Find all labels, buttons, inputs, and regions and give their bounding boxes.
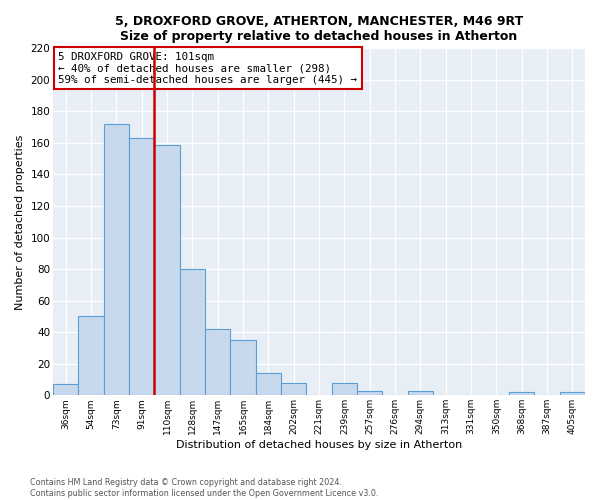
Bar <box>281 382 307 396</box>
Bar <box>205 329 230 396</box>
Bar <box>104 124 129 396</box>
Bar <box>79 316 104 396</box>
Text: 5 DROXFORD GROVE: 101sqm
← 40% of detached houses are smaller (298)
59% of semi-: 5 DROXFORD GROVE: 101sqm ← 40% of detach… <box>58 52 358 85</box>
Bar <box>407 390 433 396</box>
Bar <box>180 269 205 396</box>
Y-axis label: Number of detached properties: Number of detached properties <box>15 134 25 310</box>
X-axis label: Distribution of detached houses by size in Atherton: Distribution of detached houses by size … <box>176 440 462 450</box>
Bar <box>560 392 585 396</box>
Title: 5, DROXFORD GROVE, ATHERTON, MANCHESTER, M46 9RT
Size of property relative to de: 5, DROXFORD GROVE, ATHERTON, MANCHESTER,… <box>115 15 523 43</box>
Bar <box>154 144 180 396</box>
Bar <box>509 392 535 396</box>
Bar <box>230 340 256 396</box>
Bar <box>256 373 281 396</box>
Text: Contains HM Land Registry data © Crown copyright and database right 2024.
Contai: Contains HM Land Registry data © Crown c… <box>30 478 379 498</box>
Bar <box>53 384 79 396</box>
Bar <box>357 390 382 396</box>
Bar <box>332 382 357 396</box>
Bar <box>129 138 154 396</box>
